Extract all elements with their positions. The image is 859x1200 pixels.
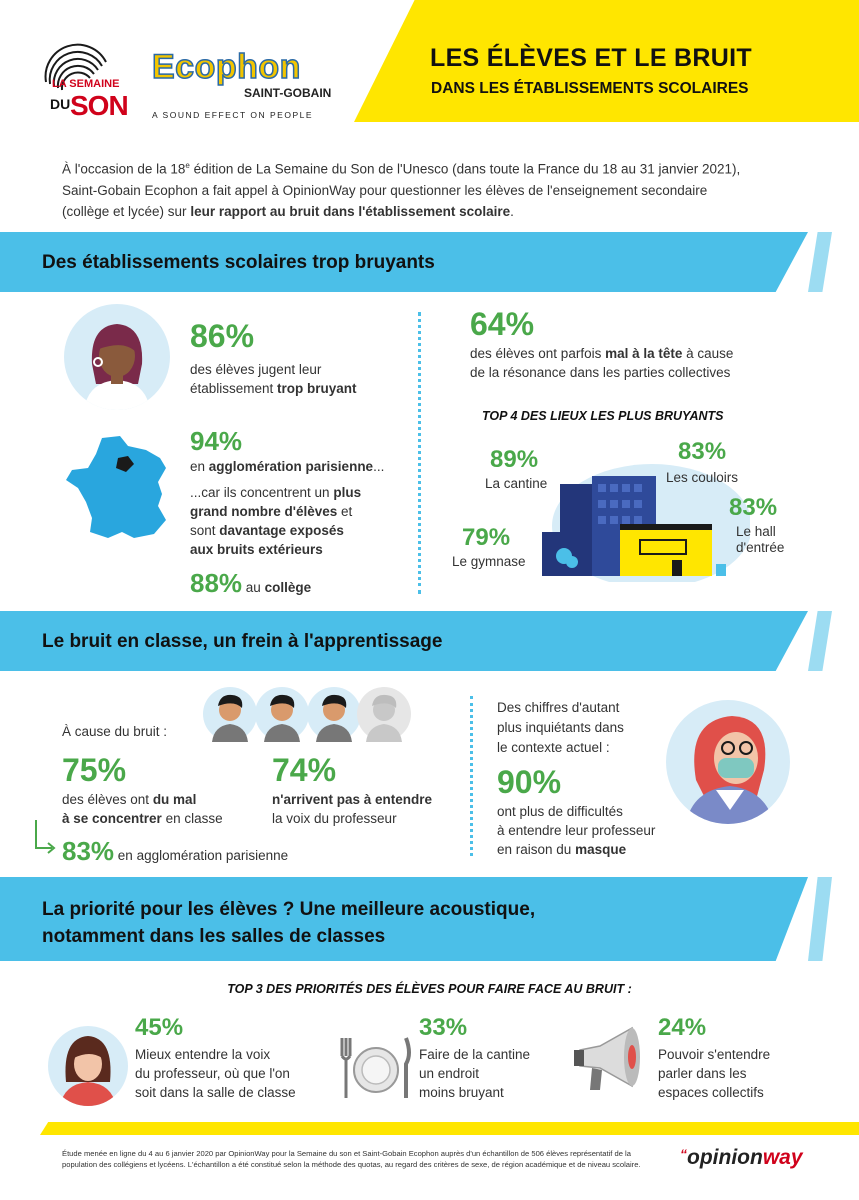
- stat-75-value: 75%: [62, 752, 127, 788]
- ecophon-tagline: A SOUND EFFECT ON PEOPLE: [152, 110, 314, 120]
- stat-74-value: 74%: [272, 752, 337, 788]
- section2-title: Le bruit en classe, un frein à l'apprent…: [42, 631, 443, 652]
- priority2-text: Faire de la cantine un endroit moins bru…: [419, 1047, 531, 1100]
- context-text: Des chiffres d'autant plus inquiétants d…: [497, 700, 624, 755]
- section1-title: Des établissements scolaires trop bruyan…: [42, 252, 435, 273]
- stat-94-text: en agglomération parisienne... ...car il…: [190, 459, 385, 557]
- france-map-icon: [66, 436, 166, 538]
- section3-title: La priorité pour les élèves ? Une meille…: [42, 899, 536, 947]
- stat-88: 88% au collège: [190, 568, 312, 598]
- france-map: [62, 432, 180, 544]
- student-girl-icon: [84, 324, 150, 410]
- stat-83-paris: 83% en agglomération parisienne: [62, 836, 289, 866]
- plate-icon: [340, 1037, 411, 1098]
- place-gymnase-value: 79%: [462, 524, 511, 551]
- priority1-value: 45%: [135, 1014, 184, 1041]
- plate-cutlery-illustration: [338, 1034, 414, 1102]
- place-cantine-value: 89%: [490, 446, 539, 473]
- teacher-mask-icon: [686, 716, 774, 824]
- stat-90-text: ont plus de difficultés à entendre leur …: [497, 804, 656, 857]
- stat-64-value: 64%: [470, 306, 535, 342]
- megaphone-illustration: [572, 1024, 648, 1096]
- page-title: LES ÉLÈVES ET LE BRUIT: [430, 44, 752, 72]
- priority2-value: 33%: [419, 1014, 468, 1041]
- section2-band: [0, 611, 808, 671]
- stat-75-text: des élèves ont du mal à se concentrer en…: [62, 792, 223, 826]
- page-subtitle: DANS LES ÉTABLISSEMENTS SCOLAIRES: [431, 80, 749, 97]
- logo-line3: SON: [70, 90, 129, 121]
- arrow-icon: [35, 820, 56, 854]
- stat-86-text: des élèves jugent leur établissement tro…: [190, 362, 357, 396]
- megaphone-icon: [574, 1026, 640, 1090]
- sound-waves-icon: [44, 43, 107, 91]
- divider-dots-1: [418, 312, 421, 594]
- band-accent: [808, 877, 832, 961]
- avatar-girl-priority: [48, 1026, 128, 1106]
- top3-title: TOP 3 DES PRIORITÉS DES ÉLÈVES POUR FAIR…: [227, 982, 632, 996]
- band-accent: [808, 611, 832, 671]
- place-couloirs-label: Les couloirs: [666, 470, 739, 485]
- quote-icon: “: [680, 1146, 687, 1162]
- title-banner: [354, 0, 859, 122]
- logo-line2: DU: [50, 96, 71, 112]
- section1-band: [0, 232, 808, 292]
- priority3-text: Pouvoir s'entendre parler dans les espac…: [658, 1047, 771, 1100]
- stat-86-value: 86%: [190, 318, 255, 354]
- priority1-text: Mieux entendre la voix du professeur, où…: [135, 1047, 296, 1100]
- school-buildings-illustration: [540, 456, 752, 588]
- ecophon-sub: SAINT-GOBAIN: [244, 86, 332, 100]
- footer-note: Étude menée en ligne du 4 au 6 janvier 2…: [62, 1149, 641, 1169]
- opinionway-logo: “opinionway: [680, 1146, 803, 1169]
- band-accent: [808, 232, 832, 292]
- ecophon-name: Ecophon: [151, 47, 301, 87]
- place-gymnase-label: Le gymnase: [452, 554, 526, 569]
- divider-dots-2: [470, 696, 473, 856]
- stat-90-value: 90%: [497, 764, 562, 800]
- footer-yellow-band: [40, 1122, 859, 1135]
- top4-title: TOP 4 DES LIEUX LES PLUS BRUYANTS: [482, 409, 724, 423]
- place-couloirs-value: 83%: [678, 438, 727, 465]
- section3-band: [0, 877, 808, 961]
- stat-64-text: des élèves ont parfois mal à la tête à c…: [470, 346, 734, 380]
- students-icon: [203, 687, 411, 742]
- stat-74-text: n'arrivent pas à entendre la voix du pro…: [272, 792, 433, 826]
- intro-text: À l'occasion de la 18e édition de La Sem…: [62, 161, 741, 219]
- logo-line1: LA SEMAINE: [52, 78, 120, 90]
- cause-text: À cause du bruit :: [62, 724, 168, 739]
- place-hall-value: 83%: [729, 494, 778, 521]
- stat-94-value: 94%: [190, 426, 243, 456]
- avatar-student-girl: [64, 304, 170, 410]
- place-cantine-label: La cantine: [485, 476, 548, 491]
- avatar-teacher-mask: [666, 700, 790, 824]
- place-hall-label: Le hall d'entrée: [736, 524, 785, 555]
- ecophon-logo: Ecophon SAINT-GOBAIN A SOUND EFFECT ON P…: [151, 47, 342, 123]
- semaine-du-son-logo: LA SEMAINE DU SON: [36, 42, 129, 122]
- buildings-icon: [542, 464, 752, 588]
- priority3-value: 24%: [658, 1014, 707, 1041]
- girl-icon: [60, 1036, 116, 1106]
- student-avatars: [202, 686, 412, 742]
